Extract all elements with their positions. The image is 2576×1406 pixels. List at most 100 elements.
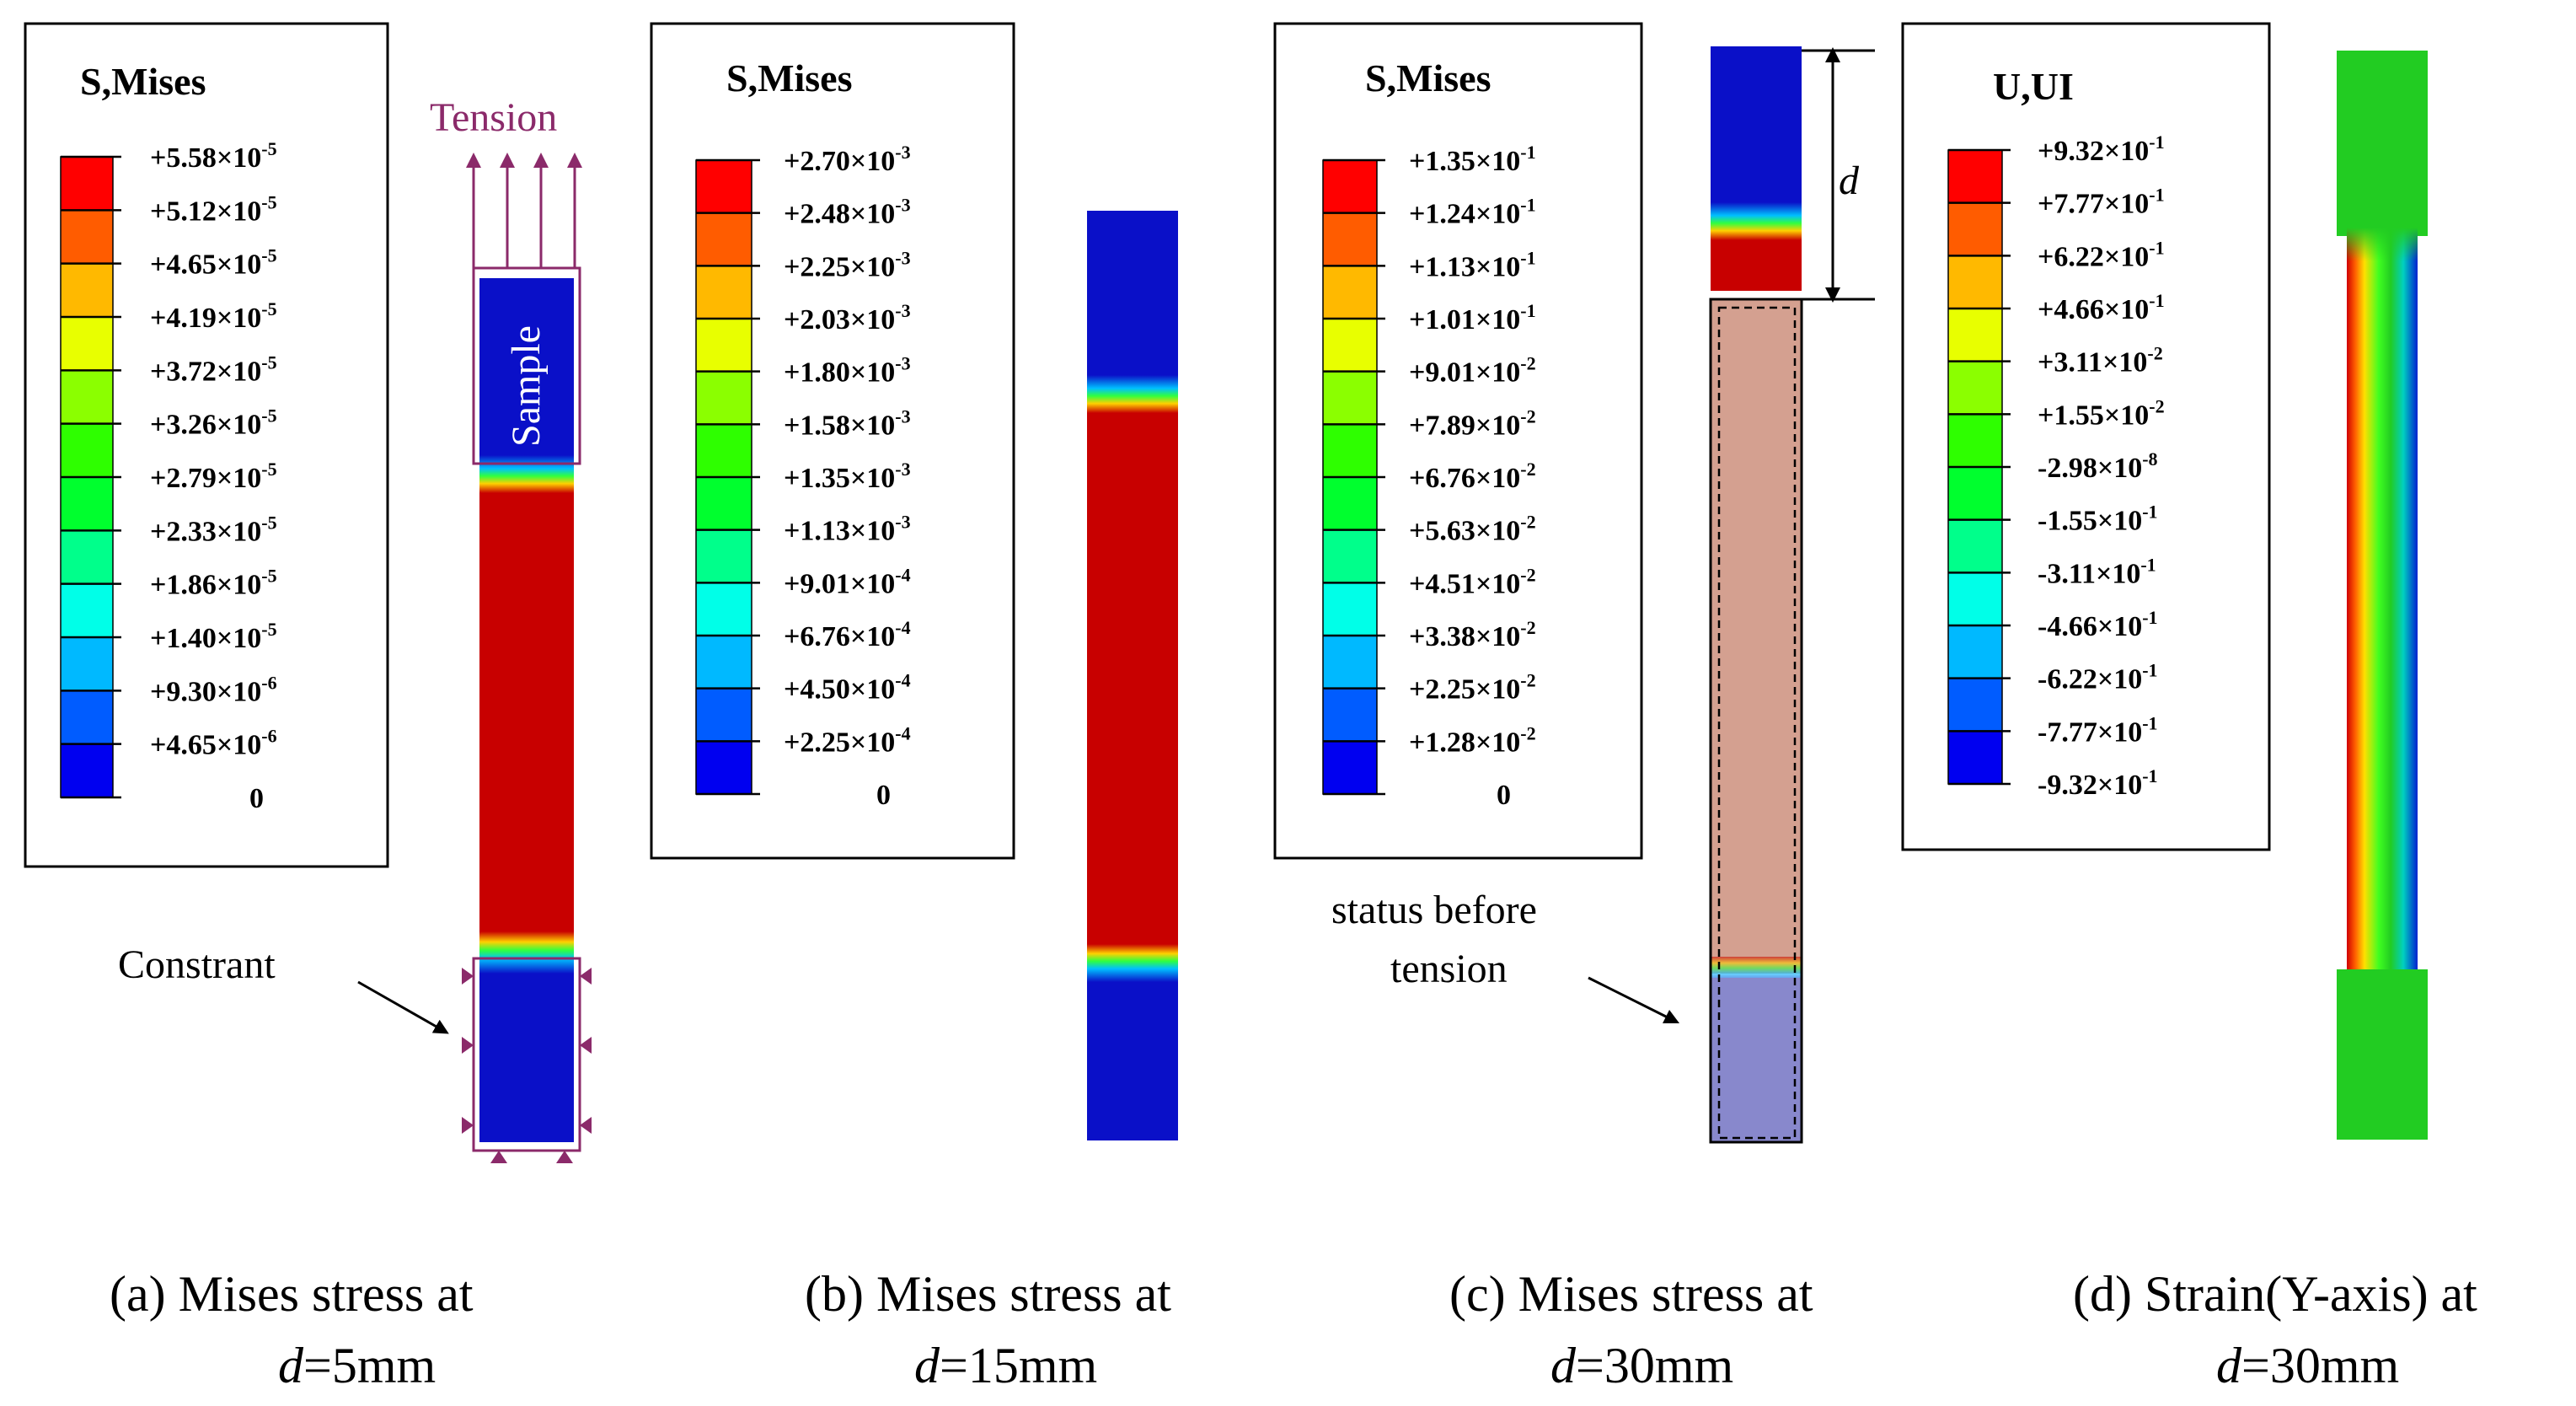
status-label-line1: status before — [1331, 888, 1537, 932]
legend-title-d: U,UI — [1993, 65, 2074, 108]
legend-band — [696, 212, 752, 266]
legend-band — [1323, 160, 1377, 214]
sample-outline — [472, 266, 581, 465]
status-pointer — [1588, 976, 1680, 1024]
legend-band — [696, 529, 752, 583]
legend-band — [1948, 731, 2002, 785]
legend-colorbar-c — [1322, 158, 1385, 796]
legend-label: +1.13×10-3 — [784, 512, 911, 547]
legend-band — [61, 423, 113, 478]
legend-band — [1948, 202, 2002, 256]
legend-label: +6.76×10-4 — [784, 617, 911, 652]
legend-band — [1948, 414, 2002, 468]
legend-band — [61, 477, 113, 531]
legend-labels-d: +9.32×10-1 +7.77×10-1 +6.22×10-1 +4.66×10-1… — [2038, 131, 2165, 801]
caption-d: (d) Strain(Y-axis) at — [2073, 1266, 2477, 1322]
legend-band — [696, 636, 752, 690]
legend-label: +2.48×10-3 — [784, 195, 911, 230]
caption-d-d: d=30mm — [2216, 1338, 2399, 1393]
legend-label: -9.32×10-1 — [2038, 765, 2158, 801]
legend-label: +4.66×10-1 — [2038, 290, 2165, 325]
legend-band — [1323, 212, 1377, 266]
panel-c: S,Mises +1.35×10-1+1.24×10-1+1.13×10-1+1… — [1273, 22, 1875, 1393]
legend-band — [696, 319, 752, 373]
legend-band — [1948, 467, 2002, 521]
legend-band — [696, 582, 752, 636]
caption-a-d: d=5mm — [278, 1338, 436, 1393]
legend-label: +4.65×10-6 — [150, 726, 277, 761]
legend-label: +9.30×10-6 — [150, 672, 277, 707]
legend-band — [61, 370, 113, 425]
tension-arrows — [466, 153, 582, 268]
legend-colorbar-b — [695, 158, 760, 796]
panel-d: U,UI +9.32×10-1 +7.77×10-1 +6.22×10-1 +4.66… — [1901, 22, 2477, 1393]
legend-label: +6.22×10-1 — [2038, 237, 2165, 272]
specimen-b — [1087, 211, 1178, 1140]
legend-band — [61, 317, 113, 371]
legend-band — [61, 530, 113, 585]
legend-band — [1948, 150, 2002, 204]
legend-label: +1.40×10-5 — [150, 619, 277, 654]
caption-a: (a) Mises stress at — [110, 1266, 474, 1322]
legend-band — [696, 160, 752, 214]
d-dimension — [1802, 47, 1875, 303]
legend-label: +1.86×10-5 — [150, 566, 277, 601]
legend-band — [61, 210, 113, 265]
d-label: d — [1839, 158, 1860, 203]
caption-b: (b) Mises stress at — [805, 1266, 1171, 1322]
legend-label: +1.28×10-2 — [1409, 722, 1536, 758]
legend-label: +3.26×10-5 — [150, 405, 277, 441]
legend-band — [61, 690, 113, 745]
legend-label: +2.25×10-2 — [1409, 670, 1536, 706]
legend-label: +1.24×10-1 — [1409, 195, 1536, 230]
legend-label: 0 — [249, 783, 264, 814]
legend-label: -1.55×10-1 — [2038, 502, 2158, 537]
specimen-c — [1709, 46, 1803, 1144]
legend-title-c: S,Mises — [1365, 56, 1492, 99]
legend-label: +5.63×10-2 — [1409, 512, 1536, 547]
legend-label: +2.25×10-4 — [784, 722, 911, 758]
constraint-markers — [462, 968, 592, 1163]
legend-label: +7.89×10-2 — [1409, 405, 1536, 441]
legend-label: +5.58×10-5 — [150, 138, 277, 174]
legend-band — [1948, 625, 2002, 679]
panel-b: S,Mises +2.70×10-3+2.48×10-3+2.25×10-3+2… — [650, 22, 1178, 1393]
legend-band — [61, 637, 113, 691]
legend-label: +4.50×10-4 — [784, 670, 911, 706]
caption-c: (c) Mises stress at — [1449, 1266, 1813, 1322]
legend-label: -4.66×10-1 — [2038, 607, 2158, 642]
legend-colorbar-d — [1947, 148, 2011, 786]
constraint-outline — [472, 957, 581, 1152]
legend-band — [696, 371, 752, 425]
panel-a: S,Mises +5.58×10-5 +5.12×10-5 +4.65×10-5 +4… — [24, 22, 592, 1393]
legend-band — [1948, 309, 2002, 362]
caption-b-d: d=15mm — [914, 1338, 1097, 1393]
legend-band — [61, 583, 113, 638]
specimen-d — [2337, 51, 2428, 1140]
legend-label: +3.38×10-2 — [1409, 617, 1536, 652]
legend-label: +4.51×10-2 — [1409, 564, 1536, 599]
legend-label: +5.12×10-5 — [150, 191, 277, 227]
caption-c-d: d=30mm — [1550, 1338, 1733, 1393]
legend-band — [696, 688, 752, 742]
legend-labels-c: +1.35×10-1 +1.24×10-1 +1.13×10-1 +1.01×10-1… — [1409, 142, 1536, 811]
legend-labels-b: +2.70×10-3 +2.48×10-3 +2.25×10-3 +2.03×10-3… — [784, 142, 911, 811]
legend-label: 0 — [1497, 780, 1511, 811]
constraint-pointer — [357, 980, 449, 1034]
legend-band — [1323, 741, 1377, 795]
legend-label: +1.58×10-3 — [784, 405, 911, 441]
legend-label: +1.80×10-3 — [784, 353, 911, 389]
legend-label: +1.35×10-3 — [784, 459, 911, 494]
legend-band — [696, 424, 752, 478]
legend-band — [1323, 319, 1377, 373]
constraint-label: Constrant — [118, 942, 276, 987]
legend-label: +9.01×10-4 — [784, 564, 911, 599]
legend-band — [61, 157, 113, 211]
legend-label: -2.98×10-8 — [2038, 448, 2158, 484]
legend-label: +4.65×10-5 — [150, 245, 277, 281]
legend-label: +1.55×10-2 — [2038, 395, 2165, 431]
legend-band — [1323, 477, 1377, 531]
legend-title-b: S,Mises — [726, 56, 853, 99]
legend-label: +9.32×10-1 — [2038, 131, 2165, 167]
